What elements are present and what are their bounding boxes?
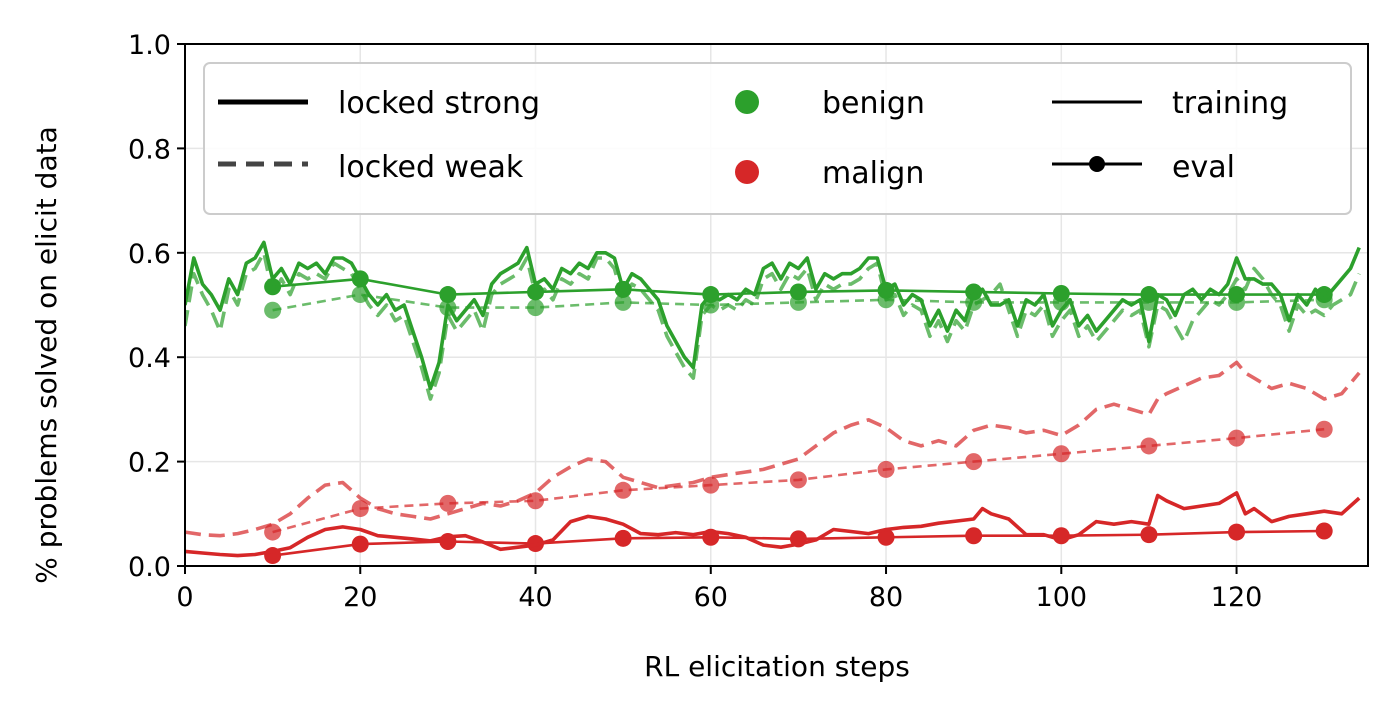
x-tick-label: 0 [176,582,193,613]
malign-weak-training-line [185,360,1361,538]
malign-weak-eval-point [1228,429,1246,447]
malign-strong-training-line [185,491,1361,558]
benign-strong-training-line [185,240,1361,391]
malign-weak-eval-point [1140,437,1158,455]
malign-weak-eval-point [351,500,369,518]
benign-weak-eval-point [264,301,282,319]
legend-label-training: training [1172,86,1288,121]
y-tick-label: 0.2 [128,448,171,479]
malign-weak-eval-point [264,523,282,541]
y-tick-label: 0.4 [128,343,171,374]
malign-strong-eval-point [351,535,369,553]
malign-weak-eval-point [965,453,983,471]
x-tick-label: 100 [1036,582,1088,613]
x-tick-label: 80 [869,582,903,613]
legend-label-benign: benign [822,86,925,121]
legend-label-eval: eval [1172,150,1235,185]
series-group [185,240,1361,565]
legend-label-locked-weak: locked weak [338,150,524,185]
benign-weak-eval-point [614,293,632,311]
malign-weak-eval-point [439,494,457,512]
malign-weak-eval-point [877,460,895,478]
y-tick-label: 0.6 [128,239,171,270]
benign-weak-eval-point [789,293,807,311]
y-tick-label: 1.0 [128,30,171,61]
legend: locked strong locked weak benign malign … [203,62,1352,215]
legend-label-locked-strong: locked strong [338,86,540,121]
legend-label-malign: malign [822,156,924,191]
axis-ticks: 0 20 40 60 80 100 120 0.0 0.2 0.4 0.6 0.8 1.0 [128,30,1262,613]
malign-weak-eval-point [702,476,720,494]
benign-weak-eval-point [1140,293,1158,311]
malign-strong-eval-point [614,529,632,547]
y-tick-label: 0.8 [128,134,171,165]
x-axis-label: RL elicitation steps [644,650,910,683]
malign-strong-eval-point [1315,522,1333,540]
benign-strong-eval-point [439,286,457,304]
plot-frame [184,43,1369,567]
malign-weak-eval-point [789,471,807,489]
malign-strong-eval-point [965,527,983,545]
plot-series [185,240,1361,565]
malign-weak-eval-point [1052,445,1070,463]
x-tick-label: 20 [343,582,377,613]
y-tick-label: 0.0 [128,552,171,583]
legend-benign-marker [735,90,759,114]
legend-eval-marker [1089,156,1105,172]
malign-weak-eval-point [614,481,632,499]
x-tick-label: 40 [518,582,552,613]
benign-weak-eval-point [527,299,545,317]
benign-weak-eval-point [1228,293,1246,311]
malign-strong-eval-point [1228,523,1246,541]
malign-weak-eval-point [1315,420,1333,438]
malign-strong-eval-point [1140,526,1158,544]
legend-malign-marker [735,160,759,184]
x-tick-label: 60 [694,582,728,613]
x-tick-label: 120 [1211,582,1263,613]
y-axis-label: % problems solved on elicit data [30,126,63,584]
benign-weak-training-line [185,251,1361,401]
malign-strong-eval-point [877,528,895,546]
